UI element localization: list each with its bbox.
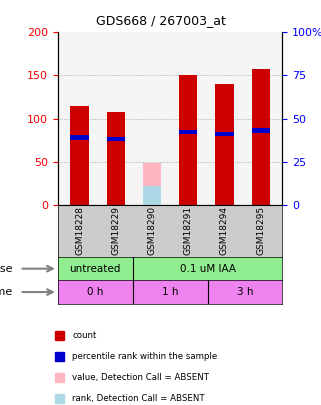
Text: GSM18291: GSM18291 [184, 206, 193, 256]
Text: 0 h: 0 h [87, 287, 103, 297]
Bar [179, 75, 197, 205]
Text: 3 h: 3 h [237, 287, 253, 297]
Bar [143, 163, 161, 205]
Text: GSM18229: GSM18229 [111, 206, 120, 255]
Text: count: count [72, 331, 97, 340]
Bar [107, 137, 125, 141]
Bar [208, 280, 282, 304]
Text: untreated: untreated [70, 264, 121, 274]
Text: rank, Detection Call = ABSENT: rank, Detection Call = ABSENT [72, 394, 205, 403]
Bar [252, 69, 270, 205]
Text: GSM18294: GSM18294 [220, 206, 229, 255]
Text: GDS668 / 267003_at: GDS668 / 267003_at [96, 14, 225, 27]
Text: GSM18290: GSM18290 [148, 206, 157, 256]
Bar [215, 84, 234, 205]
Bar [58, 257, 133, 280]
Bar [143, 186, 161, 205]
Bar [133, 280, 208, 304]
Text: percentile rank within the sample: percentile rank within the sample [72, 352, 217, 361]
Bar [133, 257, 282, 280]
Text: dose: dose [0, 264, 13, 274]
Text: 1 h: 1 h [162, 287, 178, 297]
Bar [107, 112, 125, 205]
Text: GSM18228: GSM18228 [75, 206, 84, 255]
Bar [252, 128, 270, 133]
Text: time: time [0, 287, 13, 297]
Bar [58, 280, 133, 304]
Text: GSM18295: GSM18295 [256, 206, 265, 256]
Bar [179, 130, 197, 134]
Bar [71, 106, 89, 205]
Text: 0.1 uM IAA: 0.1 uM IAA [179, 264, 236, 274]
Text: value, Detection Call = ABSENT: value, Detection Call = ABSENT [72, 373, 209, 382]
Bar [215, 132, 234, 136]
Bar [71, 135, 89, 140]
